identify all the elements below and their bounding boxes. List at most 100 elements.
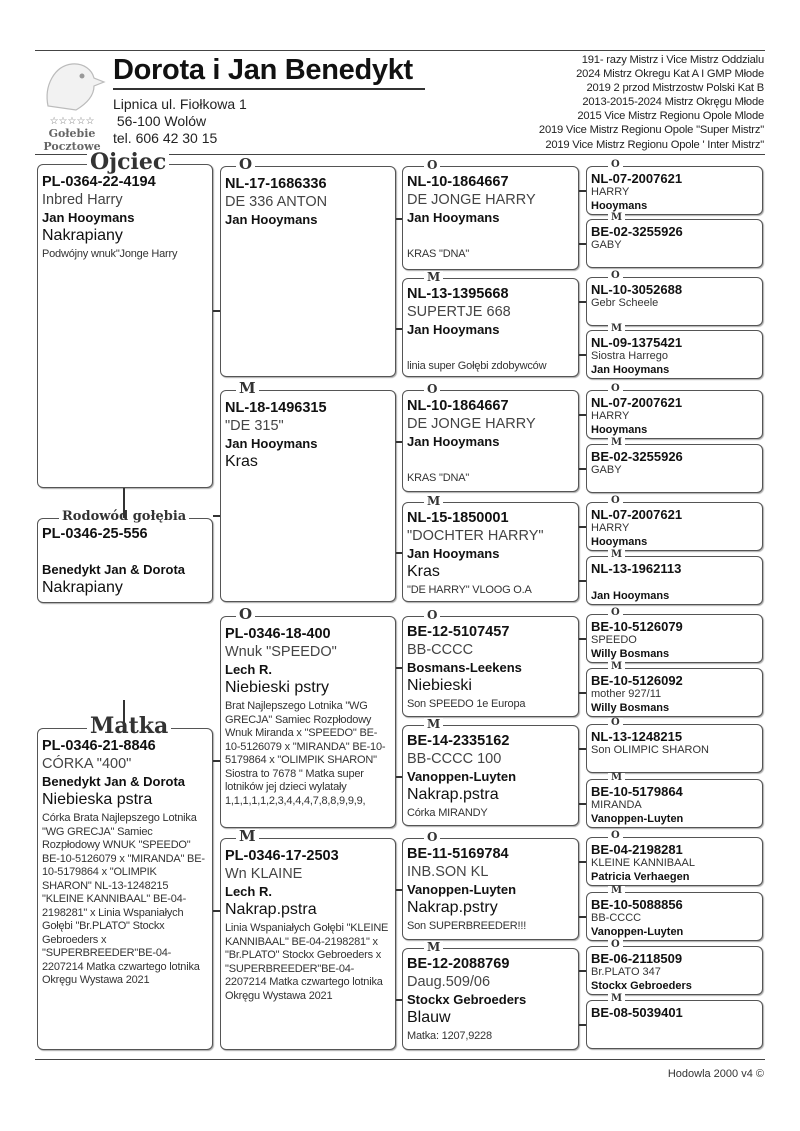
connector-line xyxy=(579,526,586,528)
pigeon-card[interactable]: NL-10-1864667 DE JONGE HARRY Jan Hooymans … xyxy=(402,390,579,492)
card-label: O xyxy=(424,830,441,843)
pigeon-ring: PL-0364-22-4194 xyxy=(42,174,156,190)
pigeon-owner: Lech R. xyxy=(225,884,272,899)
pigeon-color: Niebieska pstra xyxy=(42,791,153,808)
pigeon-ring: BE-10-5088856 xyxy=(591,897,683,912)
pigeon-card[interactable]: NL-15-1850001 "DOCHTER HARRY" Jan Hooymans… xyxy=(402,502,579,602)
pigeon-card[interactable]: NL-10-1864667 DE JONGE HARRY Jan Hooymans … xyxy=(402,166,579,270)
pigeon-color xyxy=(407,339,574,357)
connector-line xyxy=(579,301,586,303)
pigeon-card[interactable]: NL-17-1686336 DE 336 ANTON Jan Hooymans xyxy=(220,166,396,377)
pigeon-color: Niebieski pstry xyxy=(225,679,330,696)
pigeon-note: Linia Wspaniałych Gołębi "KLEINE KANNIBA… xyxy=(225,922,389,1002)
pigeon-note: KRAS "DNA" xyxy=(407,248,470,260)
card-label: M xyxy=(424,717,444,730)
card-label: O xyxy=(608,940,623,950)
card-label: M xyxy=(608,994,626,1004)
pigeon-owner: Jan Hooymans xyxy=(407,210,500,225)
card-label: Ojciec xyxy=(87,150,170,173)
pigeon-note: Podwójny wnuk"Jonge Harry xyxy=(42,248,178,260)
pigeon-card[interactable]: NL-10-3052688 Gebr Scheele xyxy=(586,277,763,326)
achievements-list: 191- razy Mistrz i Vice Mistrz Oddzialu 2… xyxy=(539,53,764,152)
pigeon-card[interactable]: BE-10-5126079 SPEEDO Willy Bosmans xyxy=(586,614,763,663)
pigeon-note: "DE HARRY" VLOOG O.A xyxy=(407,584,532,596)
connector-line xyxy=(396,999,402,1001)
pigeon-ring: NL-09-1375421 xyxy=(591,335,683,350)
pigeon-card[interactable]: NL-09-1375421 Siostra Harrego Jan Hooymans xyxy=(586,330,763,379)
pigeon-card[interactable]: BE-10-5126092 mother 927/11 Willy Bosmans xyxy=(586,668,763,717)
pigeon-card[interactable]: BE-06-2118509 Br.PLATO 347 Stockx Gebroede… xyxy=(586,946,763,995)
pigeon-ring: NL-17-1686336 xyxy=(225,176,327,192)
pigeon-ring: NL-13-1248215 xyxy=(591,729,683,744)
pigeon-owner xyxy=(591,310,758,324)
pigeon-owner: Bosmans-Leekens xyxy=(407,660,522,675)
card-label: O xyxy=(608,160,623,170)
achievement-line: 2019 Vice Mistrz Regionu Opole "Super Mi… xyxy=(538,124,764,137)
connector-line xyxy=(123,488,125,518)
logo-stars: ☆☆☆☆☆ xyxy=(49,116,95,127)
pigeon-card[interactable]: BE-02-3255926 GABY xyxy=(586,219,763,268)
pigeon-card[interactable]: NL-07-2007621 HARRY Hooymans xyxy=(586,502,763,551)
connector-line xyxy=(579,803,586,805)
pigeon-name: Br.PLATO 347 xyxy=(591,966,661,978)
pigeon-ring: NL-10-1864667 xyxy=(407,398,509,414)
card-label: O xyxy=(424,382,441,395)
card-label: M xyxy=(608,324,626,334)
connector-line xyxy=(396,552,402,554)
pigeon-color: Blauw xyxy=(407,1009,451,1026)
pigeon-card[interactable]: BE-02-3255926 GABY xyxy=(586,444,763,493)
card-label: M xyxy=(236,829,259,844)
connector-line xyxy=(123,700,125,728)
pigeon-note: linia super Gołębi zdobywców xyxy=(407,360,547,372)
pigeon-card[interactable]: BE-10-5088856 BB-CCCC Vanoppen-Luyten xyxy=(586,892,763,941)
pigeon-ring: BE-04-2198281 xyxy=(591,842,683,857)
pigeon-card[interactable]: BE-10-5179864 MIRANDA Vanoppen-Luyten xyxy=(586,779,763,828)
pigeon-card[interactable]: NL-07-2007621 HARRY Hooymans xyxy=(586,390,763,439)
pigeon-name: SPEEDO xyxy=(591,634,637,646)
connector-line xyxy=(579,916,586,918)
pigeon-card[interactable]: BE-12-2088769 Daug.509/06 Stockx Gebroeder… xyxy=(402,948,579,1050)
pigeon-ring: BE-02-3255926 xyxy=(591,449,683,464)
pigeon-owner xyxy=(591,477,758,491)
pigeon-card[interactable]: BE-04-2198281 KLEINE KANNIBAAL Patricia Ve… xyxy=(586,837,763,886)
connector-line xyxy=(579,692,586,694)
pigeon-ring: BE-10-5126092 xyxy=(591,673,683,688)
pigeon-card[interactable]: NL-13-1395668 SUPERTJE 668 Jan Hooymans li… xyxy=(402,278,579,377)
pigeon-ring: NL-13-1395668 xyxy=(407,286,509,302)
pigeon-card[interactable]: PL-0364-22-4194 Inbred Harry Jan Hooymans N… xyxy=(37,164,213,488)
pigeon-note xyxy=(225,250,391,264)
pigeon-card[interactable]: BE-14-2335162 BB-CCCC 100 Vanoppen-Luyten N… xyxy=(402,725,579,826)
pigeon-card[interactable]: PL-0346-25-556 Benedykt Jan & Dorota Nakr… xyxy=(37,518,213,603)
pigeon-owner: Willy Bosmans xyxy=(591,648,670,660)
achievement-line: 191- razy Mistrz i Vice Mistrz Oddzialu xyxy=(581,54,764,66)
pigeon-owner xyxy=(591,757,758,771)
pigeon-card[interactable]: PL-0346-17-2503 Wn KLAINE Lech R. Nakrap.ps… xyxy=(220,838,396,1050)
connector-line xyxy=(213,760,220,762)
card-label: M xyxy=(608,438,626,448)
pigeon-card[interactable]: BE-12-5107457 BB-CCCC Bosmans-Leekens Niebi… xyxy=(402,616,579,717)
pigeon-ring: PL-0346-21-8846 xyxy=(42,738,156,754)
pigeon-card[interactable]: NL-13-1962113 Jan Hooymans xyxy=(586,556,763,605)
card-label: M xyxy=(424,270,444,283)
pigeon-card[interactable]: NL-13-1248215 Son OLIMPIC SHARON xyxy=(586,724,763,773)
pigeon-owner: Stockx Gebroeders xyxy=(591,980,692,992)
pigeon-card[interactable]: NL-18-1496315 "DE 315" Jan Hooymans Kras xyxy=(220,390,396,602)
pigeon-ring: NL-10-1864667 xyxy=(407,174,509,190)
pigeon-name: Wn KLAINE xyxy=(225,866,303,882)
pigeon-card[interactable]: PL-0346-21-8846 CÓRKA "400" Benedykt Jan &… xyxy=(37,728,213,1050)
card-label: M xyxy=(608,662,626,672)
connector-line xyxy=(396,218,402,220)
pigeon-name: INB.SON KL xyxy=(407,864,489,880)
pigeon-owner: Jan Hooymans xyxy=(42,210,135,225)
pigeon-card[interactable]: BE-08-5039401 xyxy=(586,1000,763,1049)
card-label: Matka xyxy=(87,714,172,737)
pigeon-card[interactable]: BE-11-5169784 INB.SON KL Vanoppen-Luyten Na… xyxy=(402,838,579,940)
pigeon-card[interactable]: PL-0346-18-400 Wnuk "SPEEDO" Lech R. Niebie… xyxy=(220,616,396,828)
pigeon-owner: Benedykt Jan & Dorota xyxy=(42,774,186,789)
pigeon-card[interactable]: NL-07-2007621 HARRY Hooymans xyxy=(586,166,763,215)
card-label: M xyxy=(424,494,444,507)
pigeon-ring: BE-10-5126079 xyxy=(591,619,683,634)
pigeon-name: MIRANDA xyxy=(591,799,642,811)
pigeon-color: Nakrapiany xyxy=(42,579,123,596)
pigeon-ring: NL-13-1962113 xyxy=(591,561,682,576)
